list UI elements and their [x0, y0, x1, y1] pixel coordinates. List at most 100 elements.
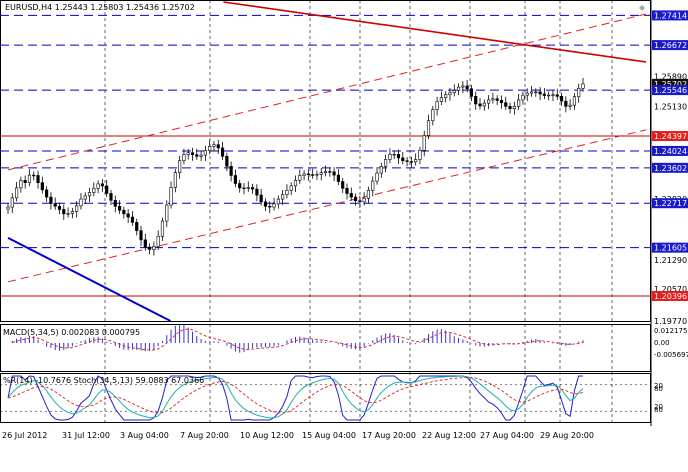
price-label-bg [652, 40, 688, 51]
price-axis-label: 1.21290 [654, 256, 687, 265]
candle-body [199, 154, 203, 157]
candle-body [499, 100, 504, 104]
candle-body [418, 150, 422, 160]
candle-body [396, 154, 401, 159]
candle-body [6, 206, 10, 210]
oscillator-axis-label: 80 [654, 406, 663, 414]
candle-body [371, 180, 375, 191]
price-axis-label: 1.25890 [654, 72, 687, 81]
candle-body [379, 165, 383, 174]
candle-body [19, 179, 23, 189]
candle-body [384, 159, 388, 167]
candle-body [238, 183, 242, 189]
candle-body [27, 174, 32, 183]
price-label-bg [652, 290, 688, 301]
red-dashed-trendline [7, 13, 647, 171]
time-axis-label: 22 Aug 12:00 [422, 431, 476, 440]
candle-body [45, 189, 49, 198]
oscillator-axis-label: 20 [654, 382, 663, 390]
candle-body [148, 246, 152, 250]
candle-body [538, 91, 542, 95]
candle-body [495, 98, 499, 101]
price-axis-label: 1.25546 [654, 86, 687, 95]
williams-r-line [7, 375, 583, 421]
candle-body [242, 187, 246, 189]
candle-body [332, 171, 336, 176]
candle-body [426, 120, 431, 136]
candle-body [542, 93, 546, 96]
candle-body [568, 104, 572, 107]
price-label-bg [652, 10, 688, 21]
candle-body [306, 173, 310, 175]
candle-body [251, 187, 255, 190]
candle-body [555, 94, 559, 97]
candle-body [135, 221, 139, 231]
candle-body [139, 230, 143, 241]
blue-solid-trendline [7, 236, 172, 322]
candle-body [345, 187, 349, 194]
candle-body [422, 135, 426, 151]
candle-body [392, 154, 396, 156]
candle-body [208, 146, 212, 152]
candle-body [362, 197, 366, 203]
price-axis-label: 1.24397 [654, 132, 687, 141]
candle-body [525, 92, 529, 96]
candle-body [487, 99, 491, 104]
time-axis-label: 17 Aug 20:00 [362, 431, 416, 440]
price-axis-label: 1.22717 [654, 199, 687, 208]
candle-body [276, 198, 280, 205]
oscillator-axis-label: 20 [654, 403, 663, 411]
candle-body [469, 88, 474, 97]
macd-axis-label: 0.012175 [654, 327, 687, 335]
candle-body [298, 175, 302, 181]
candle-body [255, 188, 259, 196]
candle-body [349, 193, 353, 198]
candle-body [572, 96, 577, 106]
candle-body [435, 101, 439, 110]
candle-body [66, 213, 70, 215]
oscillator-axis-label: 80 [654, 385, 663, 393]
candle-body [448, 92, 452, 96]
candle-body [195, 154, 199, 157]
stochastic-main-line [7, 375, 584, 419]
candle-body [105, 185, 109, 194]
candle-body [216, 144, 220, 149]
candle-body [358, 200, 362, 203]
time-axis-label: 29 Aug 20:00 [540, 431, 594, 440]
corner-marker-icon: ◆ [639, 3, 646, 12]
candle-body [233, 175, 238, 184]
candle-body [113, 199, 117, 207]
time-axis-label: 3 Aug 04:00 [120, 431, 169, 440]
candle-body [388, 154, 392, 160]
candle-body [75, 205, 79, 212]
candle-body [100, 183, 104, 187]
candle-body [49, 196, 53, 204]
candle-body [328, 171, 332, 173]
candle-body [375, 172, 379, 182]
candle-body [405, 160, 409, 162]
candle-body [529, 91, 534, 94]
macd-axis-label: 0.00 [654, 339, 670, 347]
candle-body [109, 193, 113, 201]
red-solid-trendline [223, 1, 647, 63]
candlesticks [6, 77, 585, 256]
price-axis-label: 1.19770 [654, 317, 687, 326]
candle-body [178, 160, 182, 173]
candle-body [311, 174, 315, 176]
candle-body [474, 96, 478, 105]
macd-signal-line [12, 328, 584, 351]
candle-body [212, 144, 216, 147]
candle-body [456, 86, 461, 91]
candle-body [182, 154, 186, 162]
candle-body [478, 103, 482, 107]
candle-body [229, 165, 233, 176]
candle-body [302, 173, 306, 176]
time-axis-labels: 26 Jul 2012 31 Jul 12:00 3 Aug 04:00 7 Aug … [2, 431, 594, 440]
candle-body [551, 94, 555, 96]
candle-body [465, 85, 469, 90]
candle-body [289, 185, 293, 191]
candle-body [160, 220, 165, 237]
candle-body [281, 194, 285, 200]
